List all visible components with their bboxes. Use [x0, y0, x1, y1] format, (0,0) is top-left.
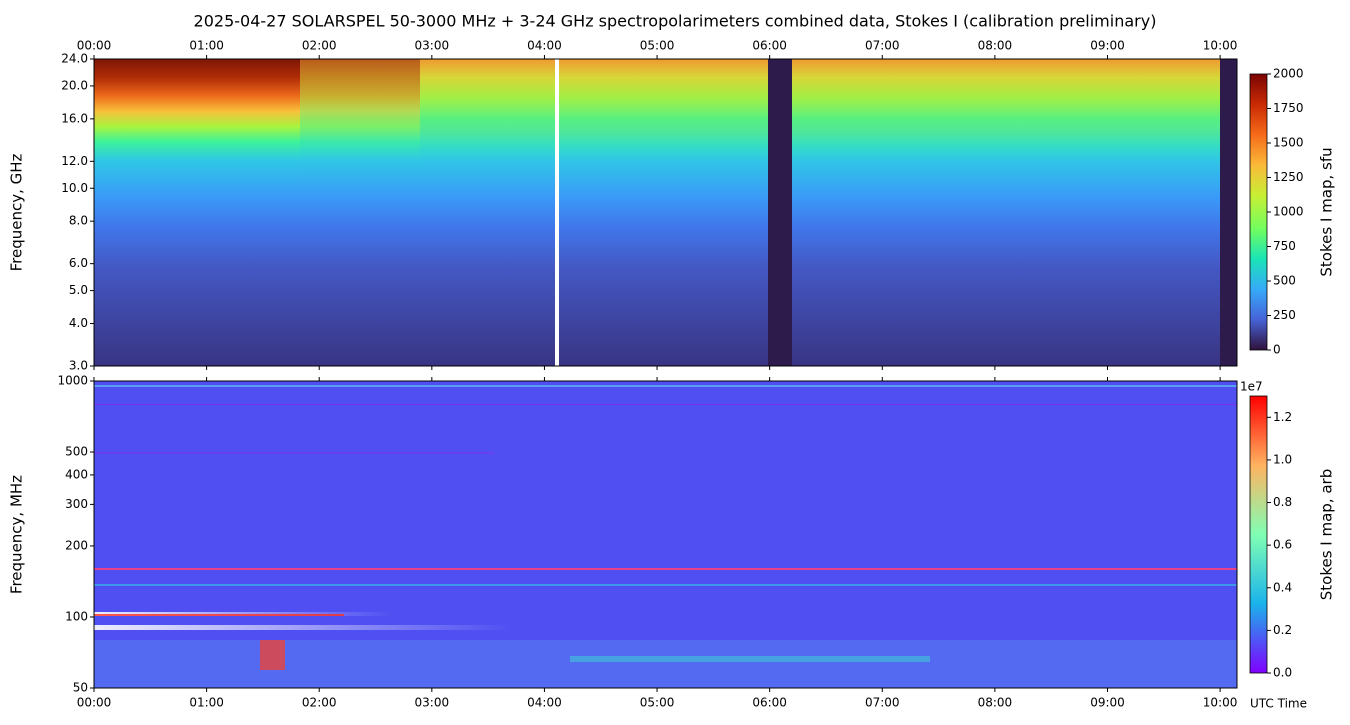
y-tick-label: 12.0: [61, 154, 88, 168]
y-tick-label: 10.0: [61, 181, 88, 195]
x-tick-label: 00:00: [77, 39, 112, 53]
x-tick-label: 05:00: [640, 696, 675, 710]
x-tick-label: 03:00: [415, 39, 450, 53]
y-tick-label: 500: [65, 445, 88, 459]
y-tick-label: 400: [65, 467, 88, 481]
colorbar-tick-label: 1250: [1273, 170, 1304, 184]
chart-title: 2025-04-27 SOLARSPEL 50-3000 MHz + 3-24 …: [194, 12, 1157, 31]
x-tick-label: 06:00: [752, 39, 787, 53]
x-axis-label: UTC Time: [1250, 697, 1307, 711]
x-tick-label: 09:00: [1090, 39, 1125, 53]
x-tick-label: 04:00: [527, 696, 562, 710]
colorbar-tick-label: 750: [1273, 239, 1296, 253]
colorbar-tick-label: 0.6: [1273, 538, 1292, 552]
x-tick-label: 01:00: [189, 696, 224, 710]
colorbar-tick-label: 0.4: [1273, 580, 1292, 594]
colorbar-tick-label: 1500: [1273, 136, 1304, 150]
y-tick-label: 3.0: [69, 359, 88, 373]
x-tick-label: 03:00: [415, 696, 450, 710]
plot-frame: [93, 380, 1238, 689]
colorbar-tick-label: 1750: [1273, 101, 1304, 115]
y-axis-label: Frequency, GHz: [8, 153, 26, 271]
x-tick-label: 00:00: [77, 696, 112, 710]
y-tick-label: 1000: [57, 374, 88, 388]
plot-frame: [93, 58, 1238, 367]
colorbar-offset: 1e7: [1240, 380, 1263, 394]
y-tick-label: 20.0: [61, 78, 88, 92]
x-tick-label: 05:00: [640, 39, 675, 53]
y-tick-label: 200: [65, 538, 88, 552]
colorbar-tick-label: 0.8: [1273, 495, 1292, 509]
y-tick-label: 4.0: [69, 316, 88, 330]
colorbar-tick-label: 0: [1273, 343, 1281, 357]
y-tick-label: 24.0: [61, 52, 88, 66]
colorbar-tick-label: 0.0: [1273, 666, 1292, 680]
heatmap-top: [94, 59, 1237, 366]
x-tick-label: 07:00: [865, 39, 900, 53]
x-tick-label: 06:00: [752, 696, 787, 710]
colorbar-label: Stokes I map, sfu: [1318, 147, 1336, 276]
x-tick-label: 01:00: [189, 39, 224, 53]
x-tick-label: 10:00: [1203, 39, 1238, 53]
colorbar-label: Stokes I map, arb: [1318, 469, 1336, 600]
colorbar-tick-label: 2000: [1273, 67, 1304, 81]
colorbar: [1249, 395, 1268, 674]
x-tick-label: 02:00: [302, 39, 337, 53]
x-tick-label: 10:00: [1203, 696, 1238, 710]
colorbar-tick-label: 500: [1273, 274, 1296, 288]
y-tick-label: 300: [65, 497, 88, 511]
x-tick-label: 09:00: [1090, 696, 1125, 710]
heatmap-bottom: [94, 381, 1237, 688]
colorbar: [1249, 73, 1268, 351]
y-tick-label: 50: [73, 681, 88, 695]
colorbar-tick-label: 1.2: [1273, 410, 1292, 424]
x-tick-label: 08:00: [978, 696, 1013, 710]
x-tick-label: 08:00: [978, 39, 1013, 53]
colorbar-tick-label: 250: [1273, 308, 1296, 322]
y-tick-label: 8.0: [69, 214, 88, 228]
x-tick-label: 04:00: [527, 39, 562, 53]
colorbar-tick-label: 1.0: [1273, 452, 1292, 466]
y-axis-label: Frequency, MHz: [8, 475, 26, 594]
y-tick-label: 16.0: [61, 111, 88, 125]
y-tick-label: 5.0: [69, 283, 88, 297]
x-tick-label: 02:00: [302, 696, 337, 710]
y-tick-label: 6.0: [69, 256, 88, 270]
y-tick-label: 100: [65, 609, 88, 623]
colorbar-tick-label: 0.2: [1273, 623, 1292, 637]
x-tick-label: 07:00: [865, 696, 900, 710]
colorbar-tick-label: 1000: [1273, 205, 1304, 219]
